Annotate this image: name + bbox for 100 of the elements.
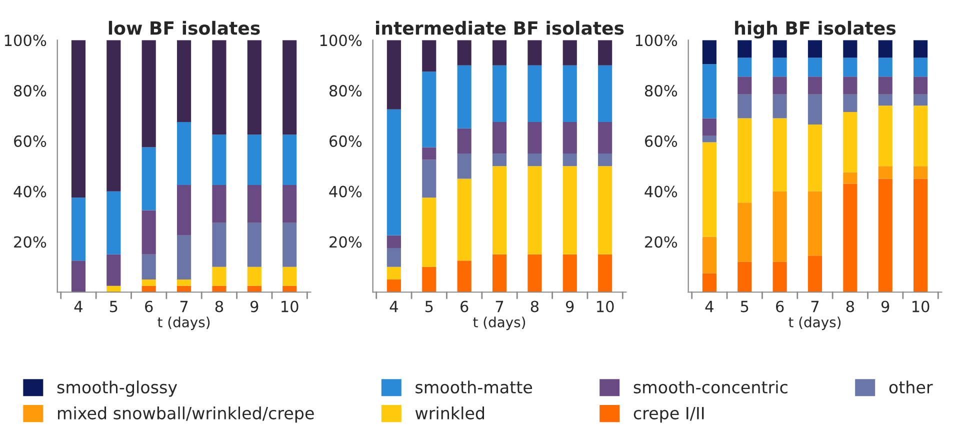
bar xyxy=(562,65,577,122)
bar xyxy=(247,134,262,186)
bar xyxy=(598,166,612,254)
bar xyxy=(212,222,226,267)
x-tick-label: 9 xyxy=(881,300,890,312)
bar xyxy=(528,122,542,154)
x-axis-title: t (days) xyxy=(473,316,526,330)
bar xyxy=(282,266,297,286)
y-tick-label: 60% xyxy=(330,135,362,147)
bar xyxy=(212,40,226,135)
bar xyxy=(562,166,577,254)
bar xyxy=(422,160,436,198)
bar xyxy=(738,40,752,58)
bar xyxy=(702,136,716,142)
bar xyxy=(598,254,612,292)
bar xyxy=(772,58,787,77)
bar xyxy=(772,94,787,118)
chart-title: low BF isolates xyxy=(108,20,260,35)
bar xyxy=(914,40,928,58)
y-tick-label: 40% xyxy=(329,186,362,198)
bar xyxy=(562,40,577,66)
bar xyxy=(914,166,928,179)
chart-title: high BF isolates xyxy=(735,20,896,38)
legend-label: wrinkled xyxy=(415,406,484,420)
bar xyxy=(772,191,787,262)
bar xyxy=(422,198,436,267)
bar xyxy=(422,72,436,148)
bar xyxy=(914,106,928,166)
x-tick-label: 5 xyxy=(425,300,433,312)
x-tick-label: 8 xyxy=(215,300,224,312)
bar xyxy=(528,65,542,122)
bar xyxy=(142,280,156,286)
bar xyxy=(282,134,297,186)
chart-title: intermediate BF isolates xyxy=(376,20,624,35)
x-tick-label: 9 xyxy=(566,300,574,312)
bar xyxy=(386,266,401,280)
bar xyxy=(282,222,297,267)
bar xyxy=(386,40,401,110)
y-tick-label: 60% xyxy=(14,135,46,147)
bar xyxy=(808,124,822,192)
bar xyxy=(212,185,226,223)
y-tick-label: 40% xyxy=(14,186,46,198)
bar xyxy=(808,94,822,125)
bar xyxy=(843,172,858,184)
bar xyxy=(422,266,436,292)
bar xyxy=(457,178,472,261)
bar xyxy=(562,254,577,292)
y-tick-label: 40% xyxy=(644,186,678,198)
bar xyxy=(386,235,401,248)
x-tick-label: 10 xyxy=(597,300,614,312)
bar xyxy=(212,286,226,292)
bar xyxy=(702,142,716,237)
y-tick-label: 100% xyxy=(320,34,362,46)
bar xyxy=(702,273,716,292)
x-tick-label: 9 xyxy=(250,300,258,312)
bar xyxy=(106,191,121,254)
bar xyxy=(702,118,716,136)
bar xyxy=(212,266,226,286)
bar xyxy=(598,122,612,154)
bar xyxy=(247,185,262,223)
bar xyxy=(702,236,716,274)
x-axis-title: t (days) xyxy=(788,316,841,330)
legend-label: other xyxy=(889,380,933,394)
bar xyxy=(738,94,752,118)
bar xyxy=(772,118,787,192)
y-tick-label: 80% xyxy=(14,85,46,97)
bar xyxy=(843,58,858,77)
bar xyxy=(176,122,192,186)
bar xyxy=(738,76,752,94)
bar xyxy=(598,154,612,166)
bar xyxy=(457,260,472,292)
bar xyxy=(808,256,822,292)
x-tick-label: 7 xyxy=(811,300,819,312)
legend-label: smooth-matte xyxy=(416,380,532,394)
bar xyxy=(492,122,507,154)
bar xyxy=(492,65,507,122)
legend-label: smooth-concentric xyxy=(634,380,788,394)
bar xyxy=(457,65,472,128)
bar xyxy=(878,106,892,166)
bar xyxy=(808,191,822,256)
bar xyxy=(142,40,156,148)
x-tick-label: 6 xyxy=(460,300,468,312)
bar xyxy=(71,260,86,292)
y-tick-label: 20% xyxy=(330,236,362,248)
bar xyxy=(738,202,752,262)
bar xyxy=(878,40,892,58)
x-tick-label: 8 xyxy=(530,300,539,312)
bar xyxy=(386,280,401,292)
bar xyxy=(878,94,892,106)
bar xyxy=(106,254,121,286)
x-tick-label: 6 xyxy=(145,300,153,312)
bar xyxy=(457,128,472,154)
bar xyxy=(562,122,577,154)
bar xyxy=(528,254,542,292)
bar xyxy=(492,166,507,254)
y-tick-label: 20% xyxy=(14,236,46,248)
bar xyxy=(176,40,192,122)
bar xyxy=(914,178,928,292)
bar xyxy=(528,154,542,166)
y-tick-label: 20% xyxy=(645,236,678,248)
